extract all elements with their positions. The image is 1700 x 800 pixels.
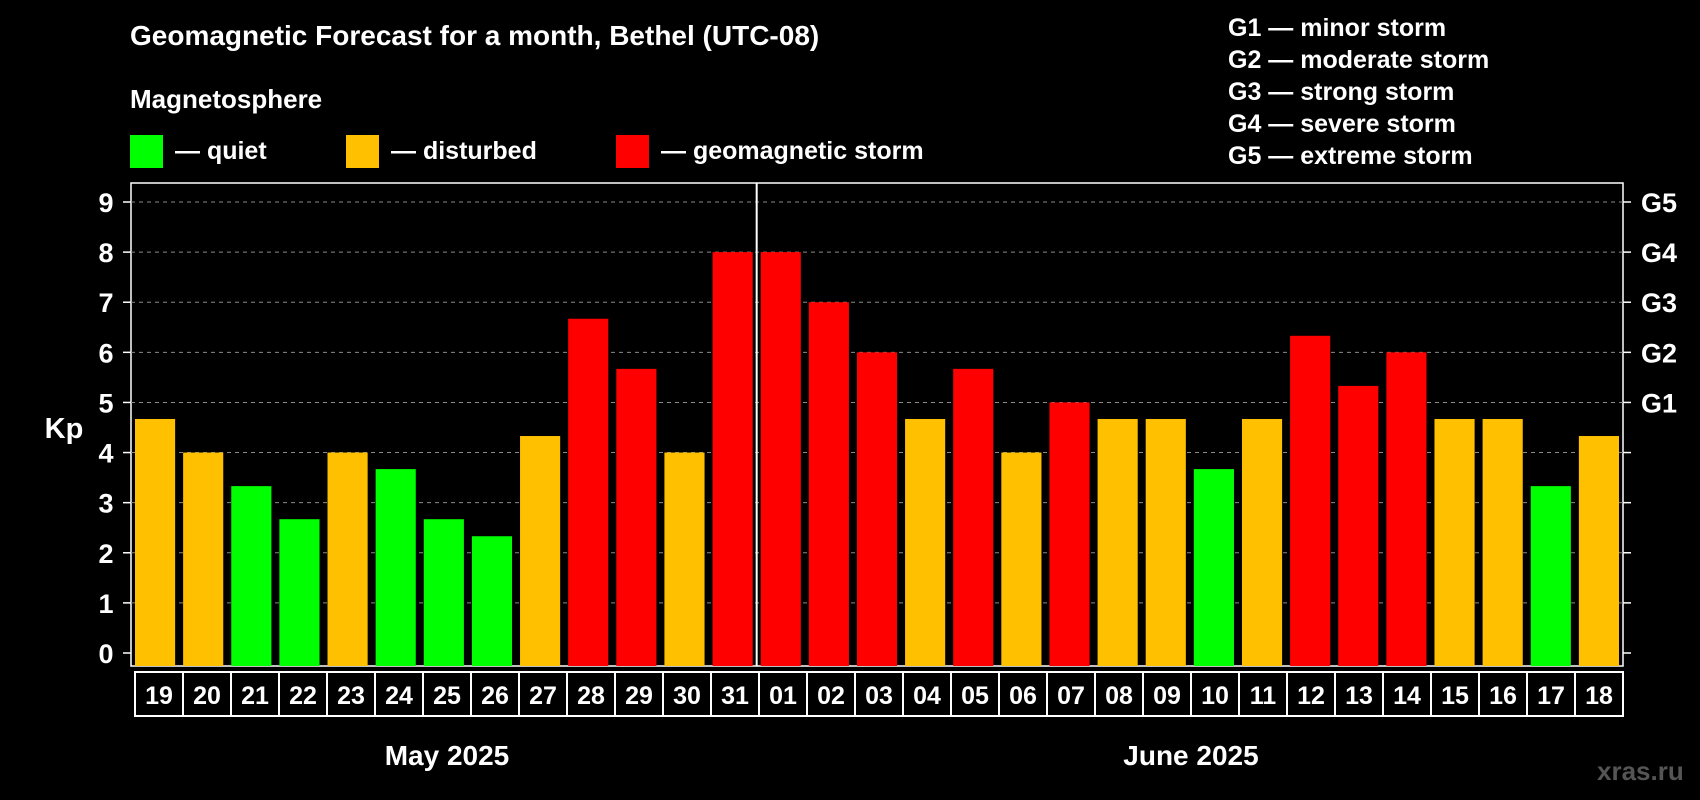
y-axis-label: Kp	[45, 413, 84, 445]
bar-10	[1193, 469, 1234, 666]
y-tick-label: 0	[98, 639, 113, 669]
y-tick-label: 6	[98, 338, 113, 368]
y-tick-label: 5	[98, 388, 113, 418]
storm-level-g5: G5 — extreme storm	[1228, 142, 1473, 170]
storm-level-g3: G3 — strong storm	[1228, 78, 1455, 106]
y-tick-label: 9	[98, 188, 113, 218]
y-tick-label: 3	[98, 489, 113, 519]
storm-level-g2: G2 — moderate storm	[1228, 46, 1490, 74]
bar-01	[760, 252, 801, 666]
legend-swatch-quiet	[130, 134, 163, 168]
day-label-08: 08	[1105, 682, 1133, 710]
bar-02	[808, 302, 849, 666]
right-tick-label-g1: G1	[1641, 388, 1677, 418]
day-label-29: 29	[625, 682, 653, 710]
day-label-04: 04	[913, 682, 941, 710]
legend-storm: — geomagnetic storm	[616, 134, 924, 168]
bar-27	[520, 436, 561, 666]
chart-title: Geomagnetic Forecast for a month, Bethel…	[130, 20, 820, 51]
day-label-18: 18	[1585, 682, 1613, 710]
day-label-23: 23	[337, 682, 365, 710]
day-label-26: 26	[481, 682, 509, 710]
bar-25	[423, 519, 464, 666]
bar-17	[1530, 486, 1571, 666]
day-label-06: 06	[1009, 682, 1037, 710]
legend-subtitle: Magnetosphere	[130, 84, 323, 114]
day-label-25: 25	[433, 682, 461, 710]
day-label-02: 02	[817, 682, 845, 710]
legend-quiet: — quiet	[130, 134, 267, 168]
day-label-19: 19	[145, 682, 173, 710]
month-label: May 2025	[385, 740, 510, 771]
month-label: June 2025	[1123, 740, 1258, 771]
bar-05	[953, 368, 994, 666]
bar-26	[471, 536, 513, 666]
y-tick-label: 1	[98, 589, 113, 619]
bar-30	[664, 452, 705, 666]
day-label-22: 22	[289, 682, 317, 710]
bar-24	[375, 469, 416, 666]
bar-09	[1145, 418, 1186, 666]
legend-label-disturbed: — disturbed	[391, 136, 537, 165]
day-label-07: 07	[1057, 682, 1085, 710]
bar-07	[1049, 402, 1090, 666]
bar-29	[616, 368, 657, 666]
y-tick-label: 8	[98, 238, 113, 268]
right-tick-label-g3: G3	[1641, 288, 1677, 318]
day-label-27: 27	[529, 682, 557, 710]
bar-11	[1241, 418, 1283, 666]
bar-22	[279, 519, 320, 666]
right-tick-label-g2: G2	[1641, 338, 1677, 368]
day-label-01: 01	[769, 682, 797, 710]
bar-31	[712, 252, 753, 666]
day-label-28: 28	[577, 682, 605, 710]
day-label-05: 05	[961, 682, 989, 710]
bar-28	[568, 318, 609, 666]
bar-16	[1482, 418, 1523, 666]
bar-19	[135, 418, 176, 666]
day-label-row	[134, 671, 1624, 717]
legend-disturbed: — disturbed	[346, 134, 537, 168]
bar-12	[1290, 335, 1331, 666]
bar-15	[1434, 418, 1475, 666]
legend-label-quiet: — quiet	[175, 136, 267, 165]
watermark: xras.ru	[1597, 756, 1684, 786]
bar-06	[1001, 452, 1042, 666]
legend-label-storm: — geomagnetic storm	[661, 136, 924, 165]
legend-swatch-storm	[616, 134, 649, 168]
storm-level-g4: G4 — severe storm	[1228, 110, 1456, 138]
bar-08	[1097, 418, 1138, 666]
day-label-03: 03	[865, 682, 893, 710]
day-label-09: 09	[1153, 682, 1181, 710]
legend-swatch-disturbed	[346, 134, 379, 168]
right-tick-label-g4: G4	[1641, 238, 1677, 268]
day-label-12: 12	[1297, 682, 1325, 710]
bar-13	[1338, 385, 1379, 666]
right-tick-label-g5: G5	[1641, 188, 1677, 218]
storm-level-g1: G1 — minor storm	[1228, 14, 1447, 42]
day-label-13: 13	[1345, 682, 1373, 710]
day-label-17: 17	[1537, 682, 1565, 710]
bar-03	[856, 352, 898, 666]
y-tick-label: 2	[98, 539, 113, 569]
bar-21	[231, 486, 272, 666]
day-label-11: 11	[1250, 682, 1277, 710]
bar-18	[1578, 436, 1619, 666]
day-label-21: 21	[241, 682, 269, 710]
bar-14	[1386, 352, 1427, 666]
day-label-16: 16	[1489, 682, 1517, 710]
y-tick-label: 7	[98, 288, 113, 318]
day-label-24: 24	[385, 682, 413, 710]
bar-20	[183, 452, 224, 666]
day-label-10: 10	[1201, 682, 1229, 710]
day-label-20: 20	[193, 682, 221, 710]
day-label-30: 30	[673, 682, 701, 710]
bar-04	[905, 418, 946, 666]
bar-23	[327, 452, 368, 666]
day-label-14: 14	[1393, 682, 1421, 710]
day-label-31: 31	[721, 682, 749, 710]
day-label-15: 15	[1441, 682, 1469, 710]
y-tick-label: 4	[98, 439, 113, 469]
